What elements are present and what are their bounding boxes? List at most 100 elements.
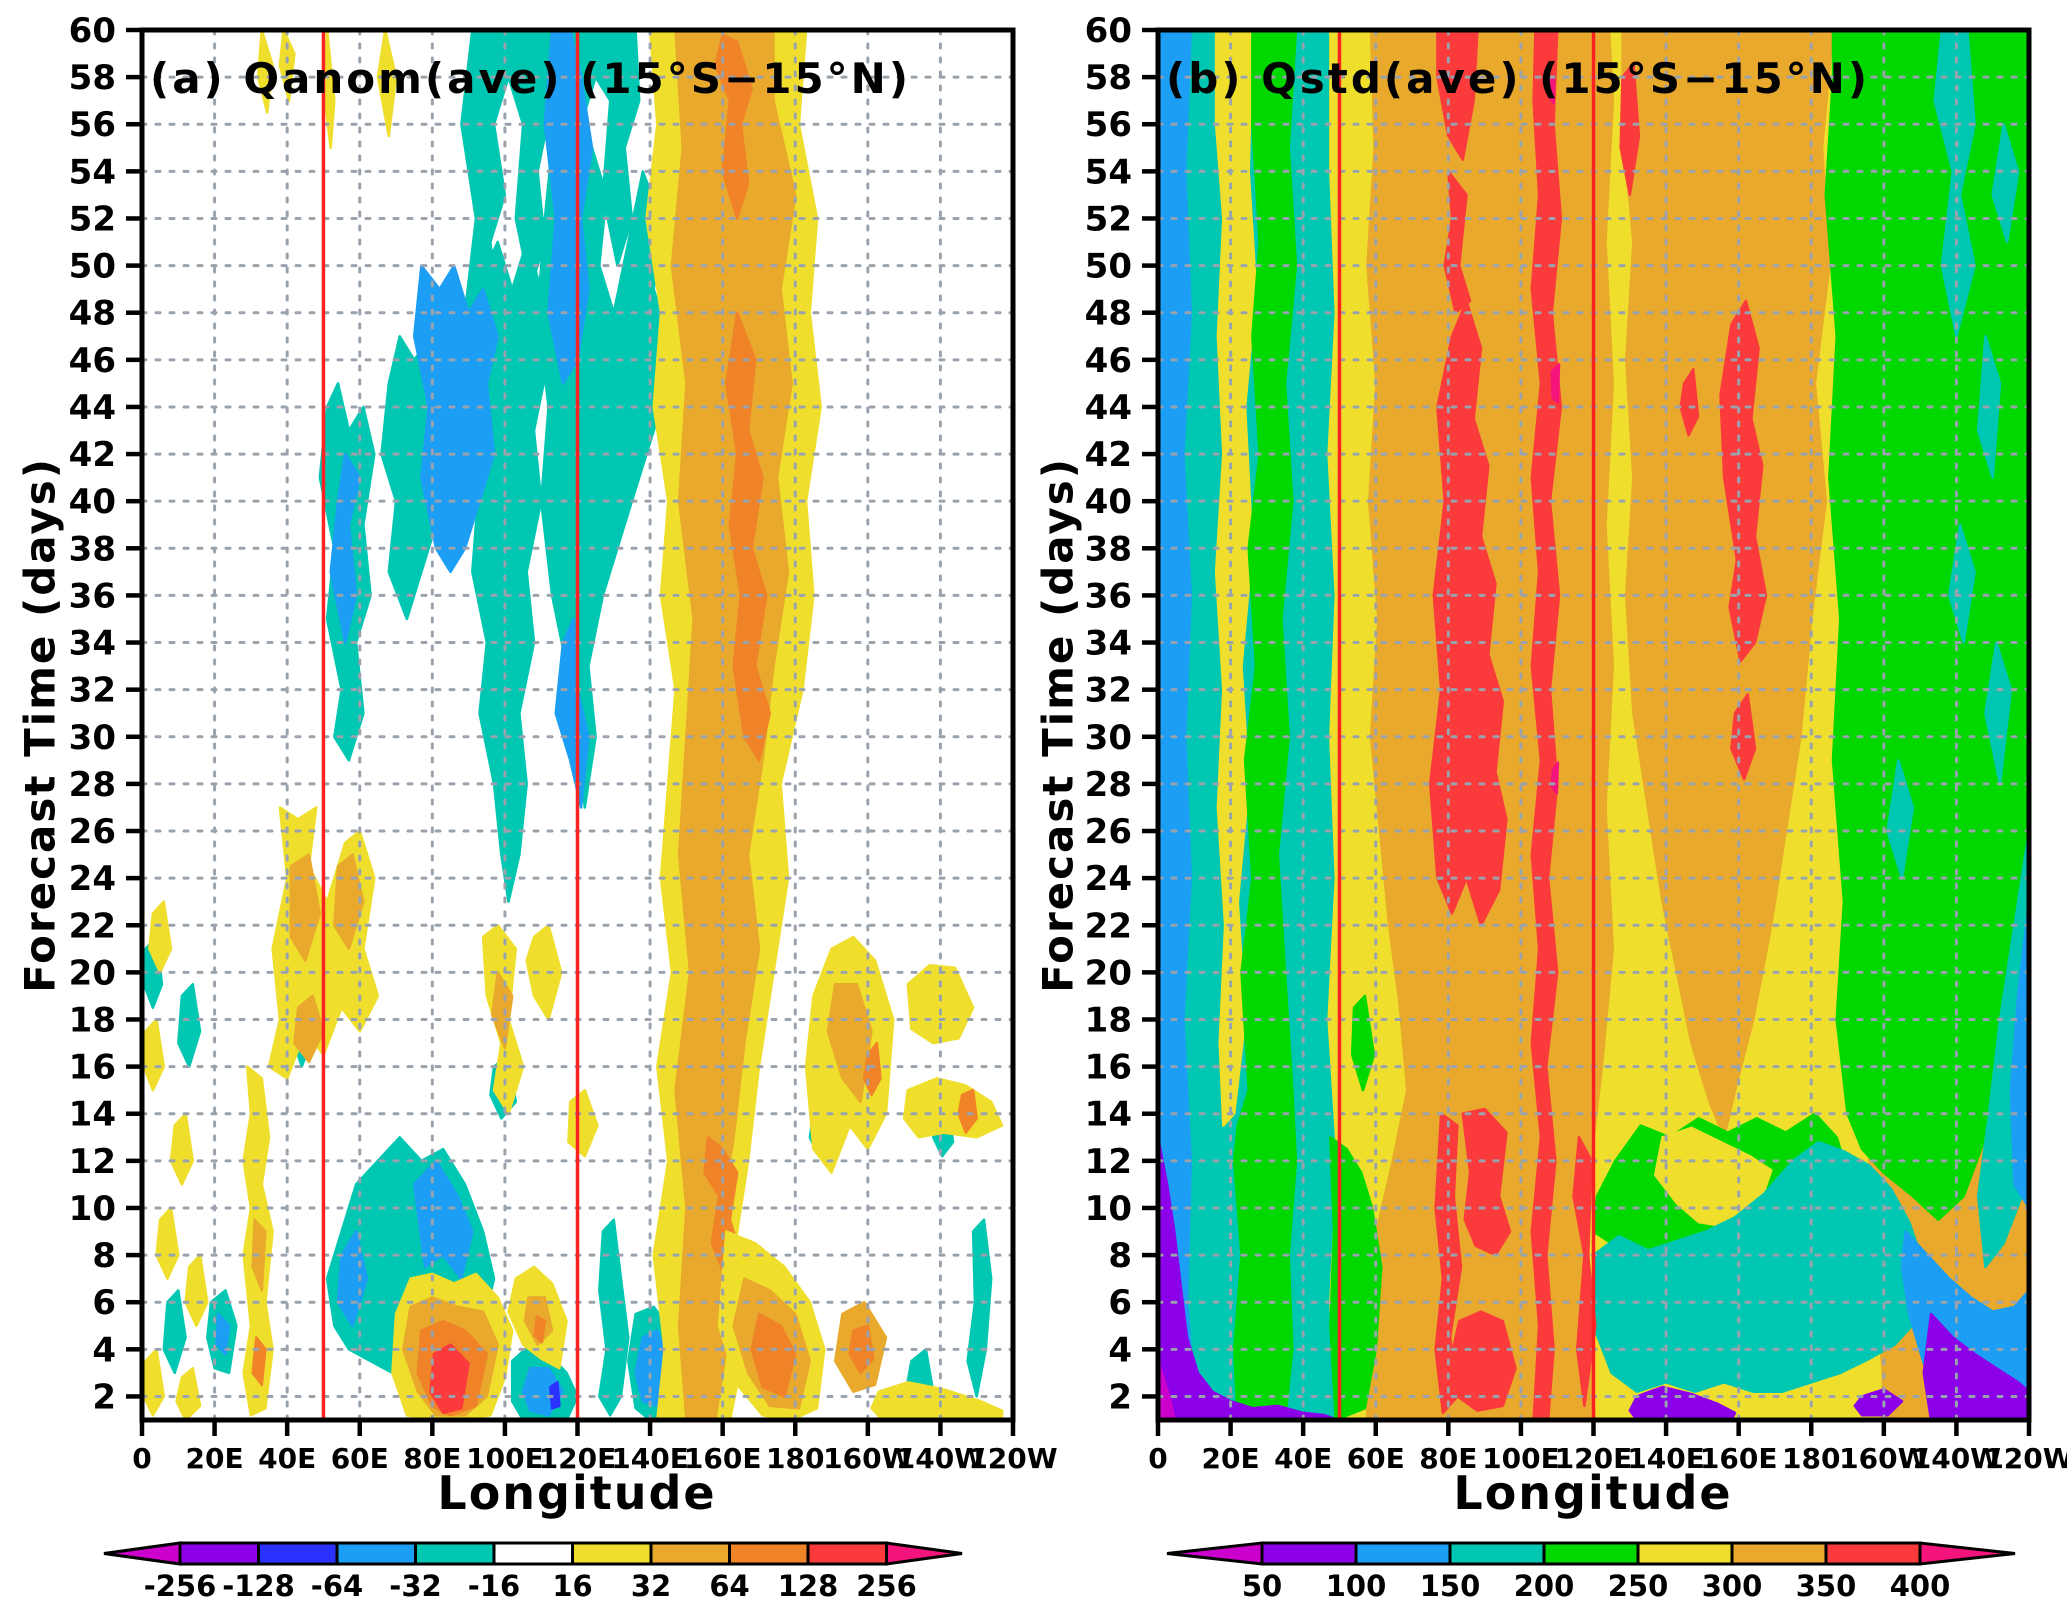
- contour-region-cyan: [598, 1218, 630, 1417]
- contour-region-gold: [826, 982, 873, 1104]
- x-tick-label: 40E: [258, 1442, 316, 1475]
- y-tick-label: 6: [92, 1283, 116, 1323]
- x-tick-label: 20E: [186, 1442, 244, 1475]
- contour-region-orange: [957, 1088, 978, 1134]
- colorbar-tick-label: -128: [222, 1569, 295, 1603]
- y-tick-label: 38: [1085, 529, 1132, 569]
- y-tick-label: 54: [69, 152, 116, 192]
- contour-region-red: [1461, 1107, 1512, 1257]
- y-tick-label: 44: [69, 388, 116, 428]
- contour-region-yellow: [1214, 30, 1258, 1127]
- colorbar-segment-cyan: [1448, 1541, 1546, 1566]
- colorbar-tick-label: 50: [1242, 1569, 1282, 1603]
- y-tick-label: 22: [1085, 906, 1132, 946]
- contour-region-cyan: [966, 1218, 993, 1398]
- contour-region-yellow: [870, 1381, 1004, 1420]
- contour-region-orange: [725, 311, 772, 762]
- y-tick-label: 20: [69, 953, 116, 993]
- colorbar-right-arrow: [1918, 1541, 2016, 1566]
- x-tick-label: 0: [1148, 1442, 1167, 1475]
- contour-region-pink: [1550, 761, 1560, 795]
- colorbar-segment-purple: [1260, 1541, 1358, 1566]
- colorbar-segment-white: [492, 1541, 574, 1566]
- contour-region-red: [1572, 1136, 1597, 1408]
- contour-region-red: [1450, 1310, 1517, 1412]
- x-tick-label: 120E: [539, 1442, 617, 1475]
- y-tick-label: 30: [69, 718, 116, 758]
- y-tick-label: 48: [1085, 294, 1132, 334]
- colorbar-tick-label: 350: [1796, 1569, 1857, 1603]
- contour-region-yellow: [376, 30, 398, 138]
- contour-region-cyan: [177, 982, 202, 1068]
- x-tick-label: 180: [1782, 1442, 1840, 1475]
- colorbar-left-arrow: [103, 1541, 182, 1566]
- contour-region-orange: [533, 1315, 547, 1344]
- panel-a-title: (a) Qanom(ave) (15°S−15°N): [150, 54, 912, 103]
- colorbar-segment-dodger: [1354, 1541, 1452, 1566]
- contour-region-pink: [1547, 75, 1556, 105]
- y-tick-label: 8: [1108, 1236, 1132, 1276]
- x-tick-label: 0: [132, 1442, 151, 1475]
- y-tick-label: 18: [69, 1000, 116, 1040]
- contour-region-gold: [293, 994, 325, 1064]
- contour-region-yellow: [184, 1253, 209, 1328]
- x-tick-label: 140E: [611, 1442, 689, 1475]
- contour-region-blue: [549, 1381, 561, 1410]
- y-tick-label: 46: [1085, 341, 1132, 381]
- contour-region-pink: [1550, 363, 1561, 404]
- panel-b-xaxis-title: Longitude: [1453, 1466, 1733, 1520]
- colorbar-segment-cyan: [414, 1541, 496, 1566]
- contour-region-violet: [1158, 1359, 1176, 1420]
- x-tick-label: 180: [766, 1442, 824, 1475]
- colorbar-tick-label: 64: [709, 1569, 749, 1603]
- x-tick-label: 140E: [1627, 1442, 1705, 1475]
- colorbar-a: -256 -128 -64 -32 -16 16 32 64 128 256: [103, 1541, 963, 1603]
- y-tick-label: 44: [1085, 388, 1132, 428]
- y-tick-label: 14: [1085, 1095, 1132, 1135]
- y-tick-label: 46: [69, 341, 116, 381]
- y-tick-label: 56: [1085, 105, 1132, 145]
- y-tick-label: 10: [69, 1189, 116, 1229]
- colorbar-segment-orange: [728, 1541, 810, 1566]
- y-tick-label: 12: [1085, 1142, 1132, 1182]
- y-tick-label: 22: [69, 906, 116, 946]
- y-tick-label: 14: [69, 1095, 116, 1135]
- x-tick-label: 140W: [1912, 1442, 2001, 1475]
- x-tick-label: 100E: [466, 1442, 544, 1475]
- y-tick-label: 60: [69, 11, 116, 51]
- contour-region-yellow: [256, 30, 274, 114]
- contour-region-yellow: [169, 1112, 195, 1186]
- x-tick-label: 140W: [896, 1442, 985, 1475]
- x-tick-label: 160W: [1839, 1442, 1928, 1475]
- colorbar-tick-label: 256: [856, 1569, 917, 1603]
- y-tick-label: 32: [69, 671, 116, 711]
- colorbar-tick-label: 16: [552, 1569, 592, 1603]
- y-tick-label: 50: [69, 247, 116, 287]
- x-tick-label: 120W: [968, 1442, 1057, 1475]
- x-tick-label: 60E: [1347, 1442, 1405, 1475]
- colorbar-segment-dodger: [335, 1541, 417, 1566]
- y-tick-label: 24: [1085, 859, 1132, 899]
- y-tick-label: 2: [1108, 1377, 1132, 1417]
- contour-region-orange: [750, 1312, 797, 1398]
- y-tick-label: 40: [1085, 482, 1132, 522]
- colorbar-tick-label: 250: [1608, 1569, 1669, 1603]
- x-tick-label: 80E: [1419, 1442, 1477, 1475]
- colorbar-tick-label: -32: [389, 1569, 441, 1603]
- contour-region-yellow: [155, 1206, 180, 1280]
- contour-region-yellow: [906, 964, 975, 1045]
- panel-b-title: (b) Qstd(ave) (15°S−15°N): [1166, 54, 1871, 103]
- colorbar-tick-label: 32: [631, 1569, 671, 1603]
- y-tick-label: 4: [1108, 1330, 1132, 1370]
- colorbar-tick-label: 300: [1702, 1569, 1763, 1603]
- contour-region-dodger: [543, 30, 594, 385]
- colorbar-segment-red: [1824, 1541, 1922, 1566]
- panel-a-xaxis-title: Longitude: [437, 1466, 717, 1520]
- contour-region-cyan: [162, 1289, 187, 1375]
- contour-region-dodger: [2009, 900, 2029, 1210]
- colorbar-tick-label: 150: [1420, 1569, 1481, 1603]
- colorbar-segment-blue: [257, 1541, 339, 1566]
- x-tick-label: 100E: [1482, 1442, 1560, 1475]
- colorbar-segment-purple: [178, 1541, 260, 1566]
- y-tick-label: 8: [92, 1236, 116, 1276]
